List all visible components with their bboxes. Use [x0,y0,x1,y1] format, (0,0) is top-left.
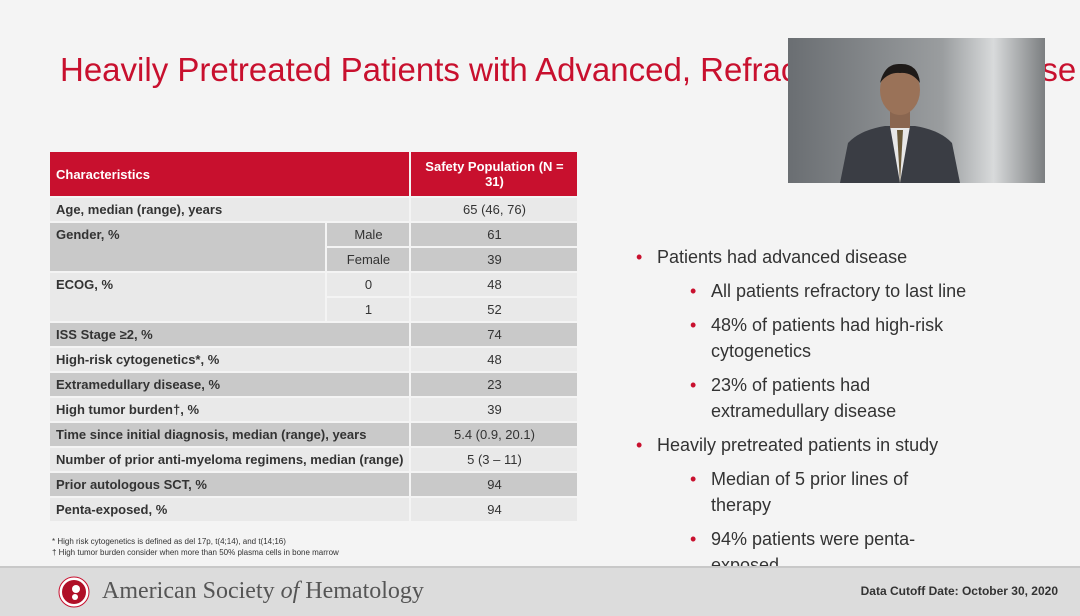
data-cutoff-date: Data Cutoff Date: October 30, 2020 [860,584,1058,598]
header-safety-population: Safety Population (N = 31) [411,152,578,196]
speaker-silhouette [840,63,960,183]
bullet-item: • Patients had advanced disease [636,247,908,267]
slide-footer: American Society of Hematology Data Cuto… [0,566,1080,616]
bullet-item: • Median of 5 prior lines of therapy [690,469,909,515]
table-row: Time since initial diagnosis, median (ra… [50,423,578,446]
bullet-item: • All patients refractory to last line [690,281,967,301]
table-row: Extramedullary disease, % 23 [50,373,578,396]
header-characteristics: Characteristics [50,152,410,196]
table-row: ISS Stage ≥2, % 74 [50,323,578,346]
bullet-list: • Patients had advanced disease • All pati… [636,244,971,586]
table-row: Gender, % Male 61 [50,223,578,271]
footnotes: * High risk cytogenetics is defined as d… [52,537,339,557]
table-row: Female 39 [50,248,578,271]
table-row: High-risk cytogenetics*, % 48 [50,348,578,371]
bullet-item: • 48% of patients had high-risk cytogenet… [690,315,944,361]
ash-logo-icon [58,576,90,608]
table-row: Number of prior anti-myeloma regimens, m… [50,448,578,471]
characteristics-table: Characteristics Safety Population (N = 31… [48,150,579,523]
table-row: High tumor burden†, % 39 [50,398,578,421]
speaker-video [788,38,1045,183]
organization-name: American Society of Hematology [102,578,424,604]
table-row: Penta-exposed, % 94 [50,498,578,521]
bullet-item: • 23% of patients had extramedullary dise… [690,375,897,421]
table-row: ECOG, % 0 48 [50,273,578,321]
table-row: 1 52 [50,298,578,321]
table-row: Prior autologous SCT, % 94 [50,473,578,496]
table-row: Age, median (range), years 65 (46, 76) [50,198,578,221]
bullet-item: • Heavily pretreated patients in study [636,435,939,455]
